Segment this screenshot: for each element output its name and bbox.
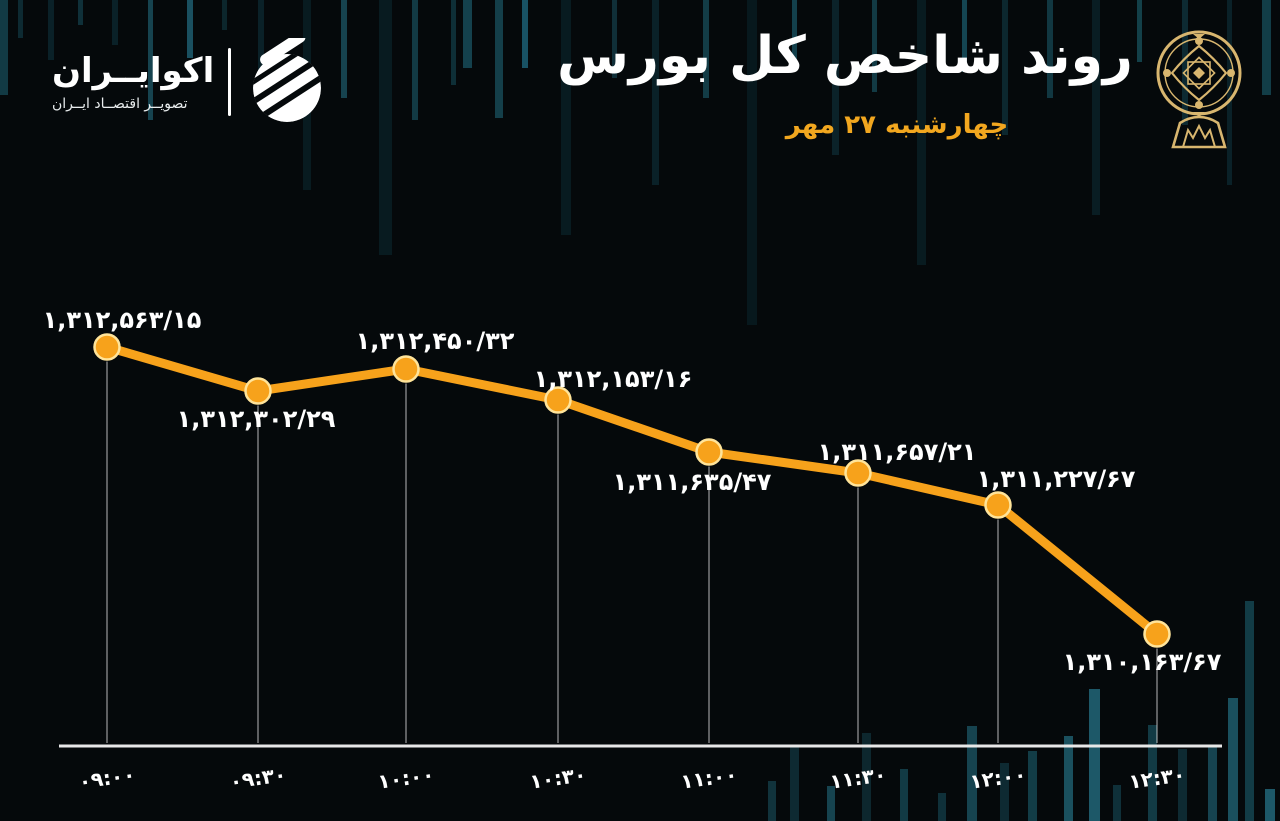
point-marker bbox=[392, 355, 420, 383]
ecoiran-logo-icon bbox=[253, 38, 322, 122]
value-label: ۱,۳۱۲,۴۵۰/۳۲ bbox=[355, 327, 515, 355]
brand-tagline: تصویــر اقتصــاد ایــران bbox=[52, 95, 188, 112]
date-label: چهارشنبه ۲۷ مهر bbox=[785, 110, 1009, 140]
trend-line bbox=[102, 342, 1162, 639]
point-marker bbox=[544, 386, 572, 414]
brand-name: اکوایــران bbox=[52, 51, 215, 92]
page-title: روند شاخص کل بورس bbox=[557, 26, 1133, 86]
brand-block: اکوایــران تصویــر اقتصــاد ایــران bbox=[52, 38, 333, 126]
point-marker bbox=[984, 491, 1012, 519]
brand-divider bbox=[228, 48, 232, 116]
point-marker bbox=[244, 377, 272, 405]
point-marker bbox=[1143, 620, 1171, 648]
value-label: ۱,۳۱۱,۶۳۵/۴۷ bbox=[612, 468, 772, 496]
value-label: ۱,۳۱۲,۳۰۲/۲۹ bbox=[176, 405, 336, 433]
point-marker bbox=[695, 438, 723, 466]
value-label: ۱,۳۱۲,۱۵۳/۱۶ bbox=[533, 365, 693, 393]
value-label: ۱,۳۱۱,۲۲۷/۶۷ bbox=[976, 465, 1136, 493]
point-marker bbox=[93, 333, 121, 361]
value-label: ۱,۳۱۱,۶۵۷/۲۱ bbox=[817, 438, 977, 466]
value-label: ۱,۳۱۰,۱۶۳/۶۷ bbox=[1062, 648, 1222, 676]
point-marker bbox=[844, 459, 872, 487]
bourse-emblem-icon bbox=[1156, 30, 1242, 149]
brand-text: اکوایــران تصویــر اقتصــاد ایــران bbox=[52, 51, 215, 112]
value-label: ۱,۳۱۲,۵۶۳/۱۵ bbox=[42, 306, 202, 334]
